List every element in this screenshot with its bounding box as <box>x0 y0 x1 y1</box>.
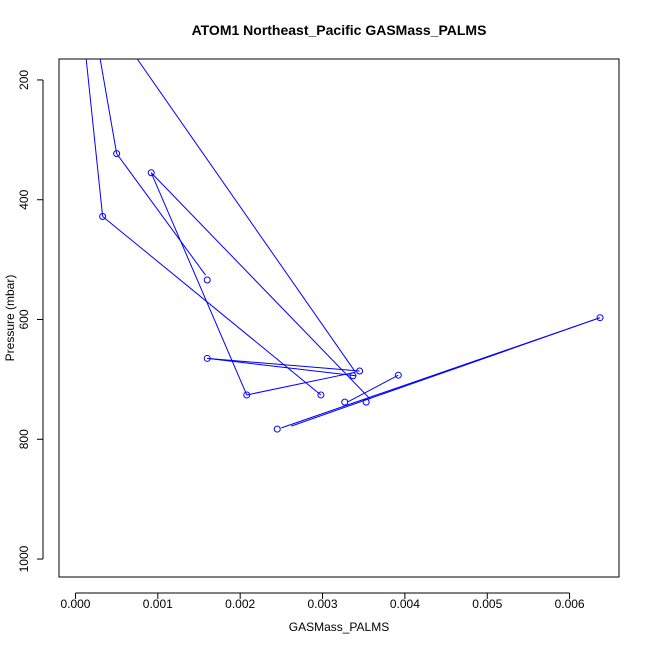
series-line-segment <box>150 172 371 400</box>
x-tick-label: 0.003 <box>308 597 338 611</box>
series-line-segment <box>150 172 248 396</box>
data-point <box>341 398 349 406</box>
series-line-segment <box>246 371 356 396</box>
x-tick-label: 0.002 <box>225 597 255 611</box>
data-point <box>99 212 107 220</box>
data-point <box>203 276 211 284</box>
x-tick-label: 0.004 <box>390 597 420 611</box>
x-tick-label: 0.001 <box>143 597 173 611</box>
series-line-segment <box>347 374 399 403</box>
data-point <box>203 354 211 362</box>
data-point <box>596 314 604 322</box>
y-tick-label: 800 <box>17 429 31 449</box>
data-point <box>147 169 155 177</box>
data-point <box>113 150 121 158</box>
series-points <box>99 150 604 433</box>
series-line-segment <box>116 153 206 276</box>
y-tick-label: 400 <box>17 189 31 209</box>
series-line-segment <box>136 59 356 373</box>
data-point <box>349 372 357 380</box>
y-tick-label: 200 <box>17 70 31 90</box>
x-tick-label: 0.000 <box>60 597 90 611</box>
series-line-segment <box>85 59 104 217</box>
plot-frame <box>58 58 620 578</box>
x-tick-label: 0.005 <box>472 597 502 611</box>
y-tick-label: 1000 <box>17 545 31 572</box>
series-line-segment <box>291 317 601 427</box>
series-line-segment <box>207 357 360 372</box>
data-point <box>273 425 281 433</box>
chart-title: ATOM1 Northeast_Pacific GASMass_PALMS <box>192 22 487 38</box>
series-line-segment <box>207 357 356 377</box>
series-line-segment <box>99 59 118 154</box>
data-point <box>394 371 402 379</box>
data-point <box>362 398 370 406</box>
data-point <box>356 367 364 375</box>
x-tick-label: 0.006 <box>555 597 585 611</box>
y-axis-label: Pressure (mbar) <box>3 275 17 362</box>
data-point <box>317 391 325 399</box>
series-lines <box>85 59 601 429</box>
data-point <box>243 391 251 399</box>
x-axis-label: GASMass_PALMS <box>289 620 389 634</box>
y-tick-label: 600 <box>17 309 31 329</box>
y-axis: 200 400 600 800 1000 <box>17 70 44 572</box>
x-axis: 0.000 0.001 0.002 0.003 0.004 0.005 0.006 <box>60 592 585 611</box>
